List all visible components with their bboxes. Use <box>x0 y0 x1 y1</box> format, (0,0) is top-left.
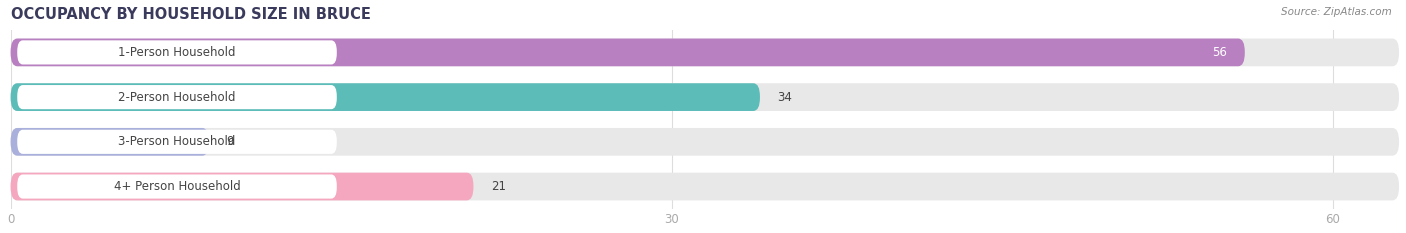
FancyBboxPatch shape <box>11 83 759 111</box>
FancyBboxPatch shape <box>11 83 1399 111</box>
Text: Source: ZipAtlas.com: Source: ZipAtlas.com <box>1281 7 1392 17</box>
FancyBboxPatch shape <box>17 85 337 109</box>
Text: 56: 56 <box>1212 46 1227 59</box>
FancyBboxPatch shape <box>11 38 1244 66</box>
Text: 21: 21 <box>491 180 506 193</box>
FancyBboxPatch shape <box>11 38 1399 66</box>
Text: 34: 34 <box>778 91 793 104</box>
FancyBboxPatch shape <box>11 173 474 200</box>
Text: 2-Person Household: 2-Person Household <box>118 91 236 104</box>
Text: OCCUPANCY BY HOUSEHOLD SIZE IN BRUCE: OCCUPANCY BY HOUSEHOLD SIZE IN BRUCE <box>11 7 371 22</box>
Text: 3-Person Household: 3-Person Household <box>118 135 236 148</box>
FancyBboxPatch shape <box>17 40 337 65</box>
FancyBboxPatch shape <box>11 128 1399 156</box>
FancyBboxPatch shape <box>17 175 337 199</box>
FancyBboxPatch shape <box>11 128 209 156</box>
FancyBboxPatch shape <box>11 173 1399 200</box>
FancyBboxPatch shape <box>17 130 337 154</box>
Text: 4+ Person Household: 4+ Person Household <box>114 180 240 193</box>
Text: 9: 9 <box>226 135 235 148</box>
Text: 1-Person Household: 1-Person Household <box>118 46 236 59</box>
